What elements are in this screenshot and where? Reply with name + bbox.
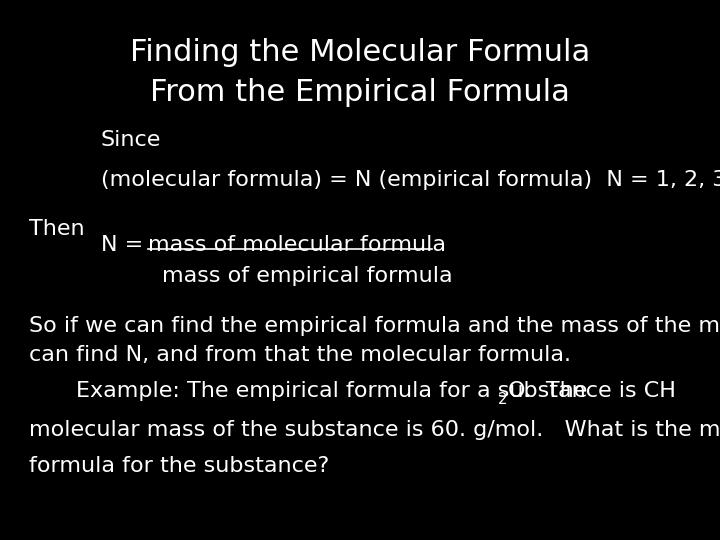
Text: 2: 2 (498, 392, 507, 407)
Text: molecular mass of the substance is 60. g/mol.   What is the molecular: molecular mass of the substance is 60. g… (29, 420, 720, 440)
Text: mass of empirical formula: mass of empirical formula (162, 266, 453, 286)
Text: O.  The: O. The (508, 381, 588, 401)
Text: So if we can find the empirical formula and the mass of the molecule we
can find: So if we can find the empirical formula … (29, 316, 720, 364)
Text: Then: Then (29, 219, 84, 239)
Text: mass of molecular formula: mass of molecular formula (148, 235, 446, 255)
Text: formula for the substance?: formula for the substance? (29, 456, 329, 476)
Text: (molecular formula) = N (empirical formula)  N = 1, 2, 3, …: (molecular formula) = N (empirical formu… (101, 170, 720, 190)
Text: Example: The empirical formula for a substance is CH: Example: The empirical formula for a sub… (76, 381, 675, 401)
Text: Finding the Molecular Formula: Finding the Molecular Formula (130, 38, 590, 67)
Text: N =: N = (101, 235, 150, 255)
Text: From the Empirical Formula: From the Empirical Formula (150, 78, 570, 107)
Text: Since: Since (101, 130, 161, 150)
